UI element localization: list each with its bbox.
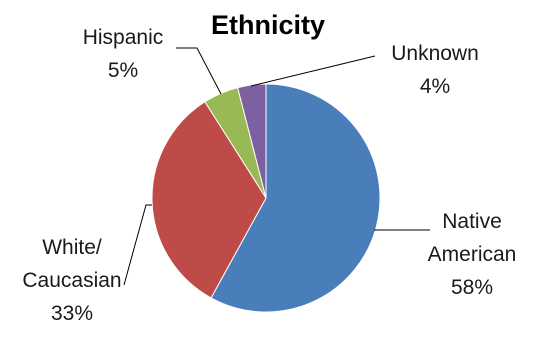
leader-line-3 bbox=[250, 55, 376, 87]
pie-slices bbox=[151, 83, 381, 313]
slice-label-0: Native American 58% bbox=[428, 210, 517, 299]
pie-slice-1 bbox=[151, 101, 267, 299]
slice-label-1: White/Caucasian 33% bbox=[22, 236, 121, 325]
slice-labels: Native American 58% White/Caucasian 33% Hispa… bbox=[22, 26, 516, 325]
slice-label-2: Hispanic 5% bbox=[83, 26, 164, 82]
chart-title: Ethnicity bbox=[211, 10, 325, 40]
leader-lines bbox=[123, 47, 430, 286]
pie-slice-0 bbox=[210, 83, 381, 313]
pie-slice-3 bbox=[237, 83, 267, 199]
leader-line-1 bbox=[123, 204, 152, 286]
leader-line-2 bbox=[176, 47, 222, 95]
slice-label-3: Unknown 4% bbox=[391, 42, 479, 98]
